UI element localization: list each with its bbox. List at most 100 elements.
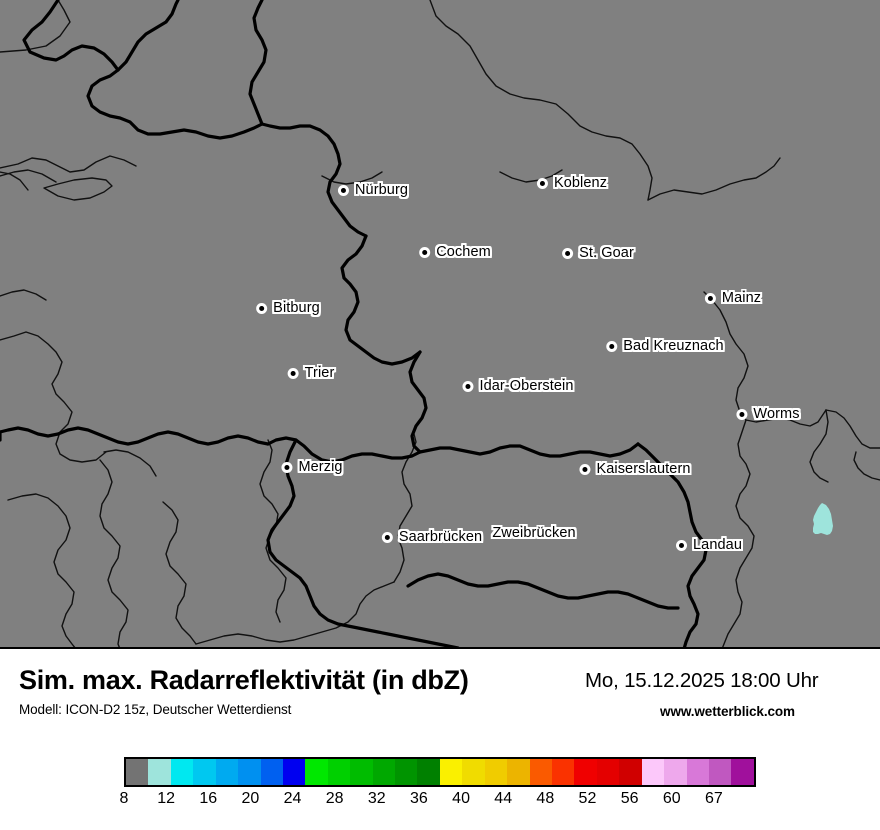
colorbar-tick-28: 28 — [325, 790, 344, 807]
colorbar-tick-44: 44 — [494, 790, 513, 807]
colorbar-tick-48: 48 — [536, 790, 555, 807]
city-dot-icon — [704, 292, 716, 304]
city-label: Mainz — [721, 290, 762, 306]
city-label: Kaiserslautern — [596, 461, 691, 477]
city-label: Trier — [304, 365, 335, 381]
colorbar-tick-36: 36 — [410, 790, 428, 807]
city-dot-icon — [281, 461, 293, 473]
city-dot-icon — [536, 177, 548, 189]
city-marker-idar-oberstein[interactable]: Idar-Oberstein — [462, 378, 573, 394]
model-subtitle: Modell: ICON-D2 15z, Deutscher Wetterdie… — [19, 702, 292, 718]
colorbar-band-7 — [282, 759, 306, 785]
website-label: www.wetterblick.com — [660, 704, 795, 719]
city-label: Zweibrücken — [492, 525, 576, 541]
colorbar-tick-24: 24 — [283, 790, 302, 807]
colorbar-tick-20: 20 — [241, 790, 260, 807]
colorbar-tick-16: 16 — [199, 790, 218, 807]
colorbar-band-22 — [619, 759, 642, 785]
colorbar-legend: 8 12 16 20 24 28 32 36 40 44 48 52 56 60 67 — [0, 745, 880, 825]
colorbar-band-24 — [664, 759, 687, 785]
city-label: Bitburg — [273, 300, 320, 316]
city-dot-icon — [462, 380, 474, 392]
city-marker-merzig[interactable]: Merzig — [281, 459, 342, 475]
city-marker-bad-kreuznach[interactable]: Bad Kreuznach — [606, 338, 724, 354]
colorbar-band-13 — [417, 759, 440, 785]
city-marker-mainz[interactable]: Mainz — [704, 290, 762, 306]
city-marker-saarbruecken[interactable]: Saarbrücken — [381, 529, 483, 545]
colorbar-tick-67: 67 — [704, 790, 723, 807]
city-label: Saarbrücken — [398, 529, 483, 545]
city-marker-bitburg[interactable]: Bitburg — [256, 300, 320, 316]
city-dot-icon — [337, 184, 349, 196]
colorbar-band-18 — [529, 759, 553, 785]
colorbar-gradient — [124, 757, 756, 787]
city-marker-nuerburg[interactable]: Nürburg — [337, 182, 409, 198]
colorbar-tick-56: 56 — [620, 790, 639, 807]
city-dot-icon — [419, 246, 431, 258]
forecast-datetime: Mo, 15.12.2025 18:00 Uhr — [585, 669, 819, 692]
city-marker-kaiserslautern[interactable]: Kaiserslautern — [579, 461, 690, 477]
city-dot-icon — [256, 302, 268, 314]
city-dot-icon — [381, 531, 393, 543]
radar-map-panel[interactable]: Nürburg Koblenz Cochem St. Goar Bitburg … — [0, 0, 880, 649]
colorbar-band-16 — [484, 759, 508, 785]
colorbar-band-4 — [215, 759, 239, 785]
page-title: Sim. max. Radarreflektivität (in dbZ) — [19, 665, 469, 695]
colorbar-band-10 — [350, 759, 373, 785]
colorbar-band-17 — [507, 759, 530, 785]
colorbar-tick-32: 32 — [367, 790, 386, 807]
city-label: Landau — [693, 537, 742, 553]
title-block: Sim. max. Radarreflektivität (in dbZ) Mo… — [19, 665, 469, 718]
precipitation-cell-8-12dbz — [813, 503, 833, 535]
city-dot-icon — [606, 340, 618, 352]
city-label: Koblenz — [553, 175, 608, 191]
city-marker-worms[interactable]: Worms — [736, 406, 799, 422]
city-label: Idar-Oberstein — [479, 378, 574, 394]
colorbar-band-27 — [731, 759, 754, 785]
colorbar-tick-60: 60 — [662, 790, 681, 807]
colorbar-band-8 — [305, 759, 328, 785]
colorbar-band-25 — [686, 759, 709, 785]
caption-bar: Sim. max. Radarreflektivität (in dbZ) Mo… — [0, 649, 880, 741]
city-marker-landau[interactable]: Landau — [676, 537, 742, 553]
city-dot-icon — [579, 463, 591, 475]
colorbar-band-15 — [462, 759, 485, 785]
colorbar-band-20 — [574, 759, 597, 785]
colorbar-tick-40: 40 — [452, 790, 470, 807]
city-marker-koblenz[interactable]: Koblenz — [536, 175, 608, 191]
city-dot-icon — [562, 247, 574, 259]
colorbar-band-0 — [126, 759, 149, 785]
colorbar-band-6 — [260, 759, 283, 785]
colorbar-band-23 — [641, 759, 665, 785]
colorbar-band-2 — [170, 759, 194, 785]
colorbar-tick-12: 12 — [157, 790, 176, 807]
city-marker-cochem[interactable]: Cochem — [419, 244, 491, 260]
city-dot-icon — [676, 539, 687, 551]
colorbar-band-3 — [193, 759, 216, 785]
colorbar-band-26 — [708, 759, 732, 785]
colorbar-band-9 — [327, 759, 351, 785]
city-marker-st-goar[interactable]: St. Goar — [562, 245, 634, 261]
colorbar-band-12 — [395, 759, 418, 785]
colorbar-tick-52: 52 — [578, 790, 597, 807]
colorbar-tick-8: 8 — [119, 790, 129, 807]
colorbar-band-5 — [238, 759, 261, 785]
city-label: St. Goar — [579, 245, 634, 261]
colorbar-band-1 — [148, 759, 171, 785]
meta-block: Mo, 15.12.2025 18:00 Uhr www.wetterblick… — [585, 669, 870, 719]
colorbar-band-14 — [439, 759, 463, 785]
city-dot-icon — [287, 367, 299, 379]
city-marker-zweibruecken[interactable]: Zweibrücken — [492, 525, 575, 541]
colorbar-band-11 — [372, 759, 396, 785]
national-border-lines — [0, 0, 708, 647]
city-dot-icon — [736, 408, 748, 420]
colorbar-tick-labels: 8 12 16 20 24 28 32 36 40 44 48 52 56 60 67 — [0, 790, 880, 816]
city-label: Bad Kreuznach — [623, 338, 724, 354]
colorbar-band-21 — [596, 759, 620, 785]
city-label: Worms — [753, 406, 800, 422]
city-marker-trier[interactable]: Trier — [287, 365, 335, 381]
city-label-layer: Nürburg Koblenz Cochem St. Goar Bitburg … — [256, 175, 799, 553]
city-label: Merzig — [298, 459, 343, 475]
city-label: Nürburg — [354, 182, 409, 198]
city-label: Cochem — [436, 244, 491, 260]
